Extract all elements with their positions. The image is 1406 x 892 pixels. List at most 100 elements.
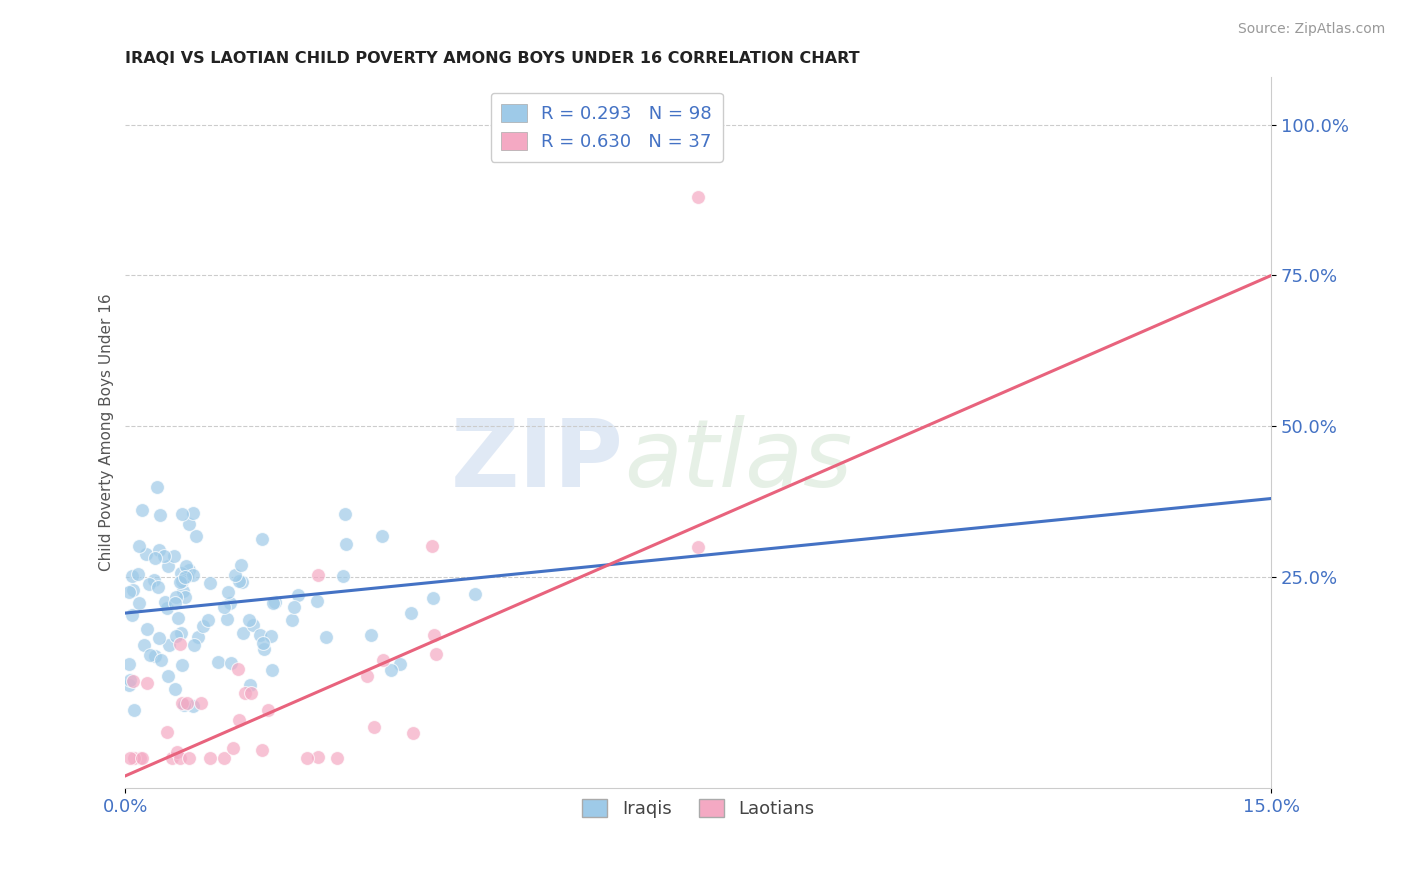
Point <box>183 506 205 520</box>
Point <box>688 540 710 554</box>
Point <box>335 537 357 551</box>
Point <box>307 568 329 582</box>
Point <box>162 750 184 764</box>
Point <box>169 750 191 764</box>
Point <box>287 588 309 602</box>
Point <box>148 631 170 645</box>
Point <box>118 657 141 671</box>
Point <box>239 678 262 692</box>
Point <box>193 619 215 633</box>
Point <box>169 626 191 640</box>
Point <box>163 682 186 697</box>
Point <box>371 529 394 543</box>
Point <box>170 566 193 580</box>
Point <box>219 657 242 671</box>
Point <box>360 628 382 642</box>
Point <box>238 613 260 627</box>
Point <box>295 750 318 764</box>
Point <box>263 595 285 609</box>
Point <box>198 750 221 764</box>
Point <box>281 613 304 627</box>
Point <box>228 574 250 589</box>
Point <box>228 713 250 727</box>
Point <box>305 594 328 608</box>
Point <box>122 750 145 764</box>
Text: Source: ZipAtlas.com: Source: ZipAtlas.com <box>1237 22 1385 37</box>
Point <box>173 570 195 584</box>
Point <box>138 577 160 591</box>
Point <box>148 581 170 595</box>
Text: ZIP: ZIP <box>451 415 624 507</box>
Point <box>121 569 143 583</box>
Point <box>176 569 198 583</box>
Point <box>118 585 141 599</box>
Point <box>157 638 180 652</box>
Point <box>163 549 186 563</box>
Point <box>165 629 187 643</box>
Point <box>121 582 143 597</box>
Point <box>186 528 208 542</box>
Point <box>163 596 186 610</box>
Point <box>122 673 145 688</box>
Point <box>118 678 141 692</box>
Point <box>150 653 173 667</box>
Point <box>283 599 305 614</box>
Point <box>176 696 198 710</box>
Point <box>224 568 246 582</box>
Point <box>231 574 253 589</box>
Point <box>124 702 146 716</box>
Point <box>155 595 177 609</box>
Point <box>218 596 240 610</box>
Point <box>260 663 283 677</box>
Point <box>127 566 149 581</box>
Point <box>174 590 197 604</box>
Point <box>464 587 486 601</box>
Point <box>179 750 201 764</box>
Point <box>232 626 254 640</box>
Point <box>155 725 177 739</box>
Point <box>143 574 166 588</box>
Point <box>166 745 188 759</box>
Point <box>250 532 273 546</box>
Point <box>252 636 274 650</box>
Point <box>420 539 443 553</box>
Point <box>172 584 194 599</box>
Point <box>249 628 271 642</box>
Point <box>197 613 219 627</box>
Point <box>181 698 204 713</box>
Point <box>356 669 378 683</box>
Point <box>176 558 198 573</box>
Point <box>120 750 142 764</box>
Point <box>148 543 170 558</box>
Point <box>131 750 153 764</box>
Point <box>233 686 256 700</box>
Point <box>226 662 249 676</box>
Point <box>215 611 238 625</box>
Point <box>145 480 167 494</box>
Point <box>143 648 166 663</box>
Point <box>257 703 280 717</box>
Point <box>380 663 402 677</box>
Point <box>131 503 153 517</box>
Point <box>260 629 283 643</box>
Point <box>170 696 193 710</box>
Point <box>250 743 273 757</box>
Point <box>207 656 229 670</box>
Point <box>156 600 179 615</box>
Point <box>326 750 349 764</box>
Point <box>373 653 395 667</box>
Point <box>153 549 176 563</box>
Text: IRAQI VS LAOTIAN CHILD POVERTY AMONG BOYS UNDER 16 CORRELATION CHART: IRAQI VS LAOTIAN CHILD POVERTY AMONG BOY… <box>125 51 860 66</box>
Point <box>149 508 172 522</box>
Point <box>170 574 193 588</box>
Point <box>332 569 354 583</box>
Point <box>399 607 422 621</box>
Point <box>222 741 245 756</box>
Point <box>136 623 159 637</box>
Point <box>212 600 235 615</box>
Point <box>167 611 190 625</box>
Legend: Iraqis, Laotians: Iraqis, Laotians <box>575 791 821 825</box>
Point <box>315 631 337 645</box>
Point <box>363 720 385 734</box>
Point <box>253 642 276 657</box>
